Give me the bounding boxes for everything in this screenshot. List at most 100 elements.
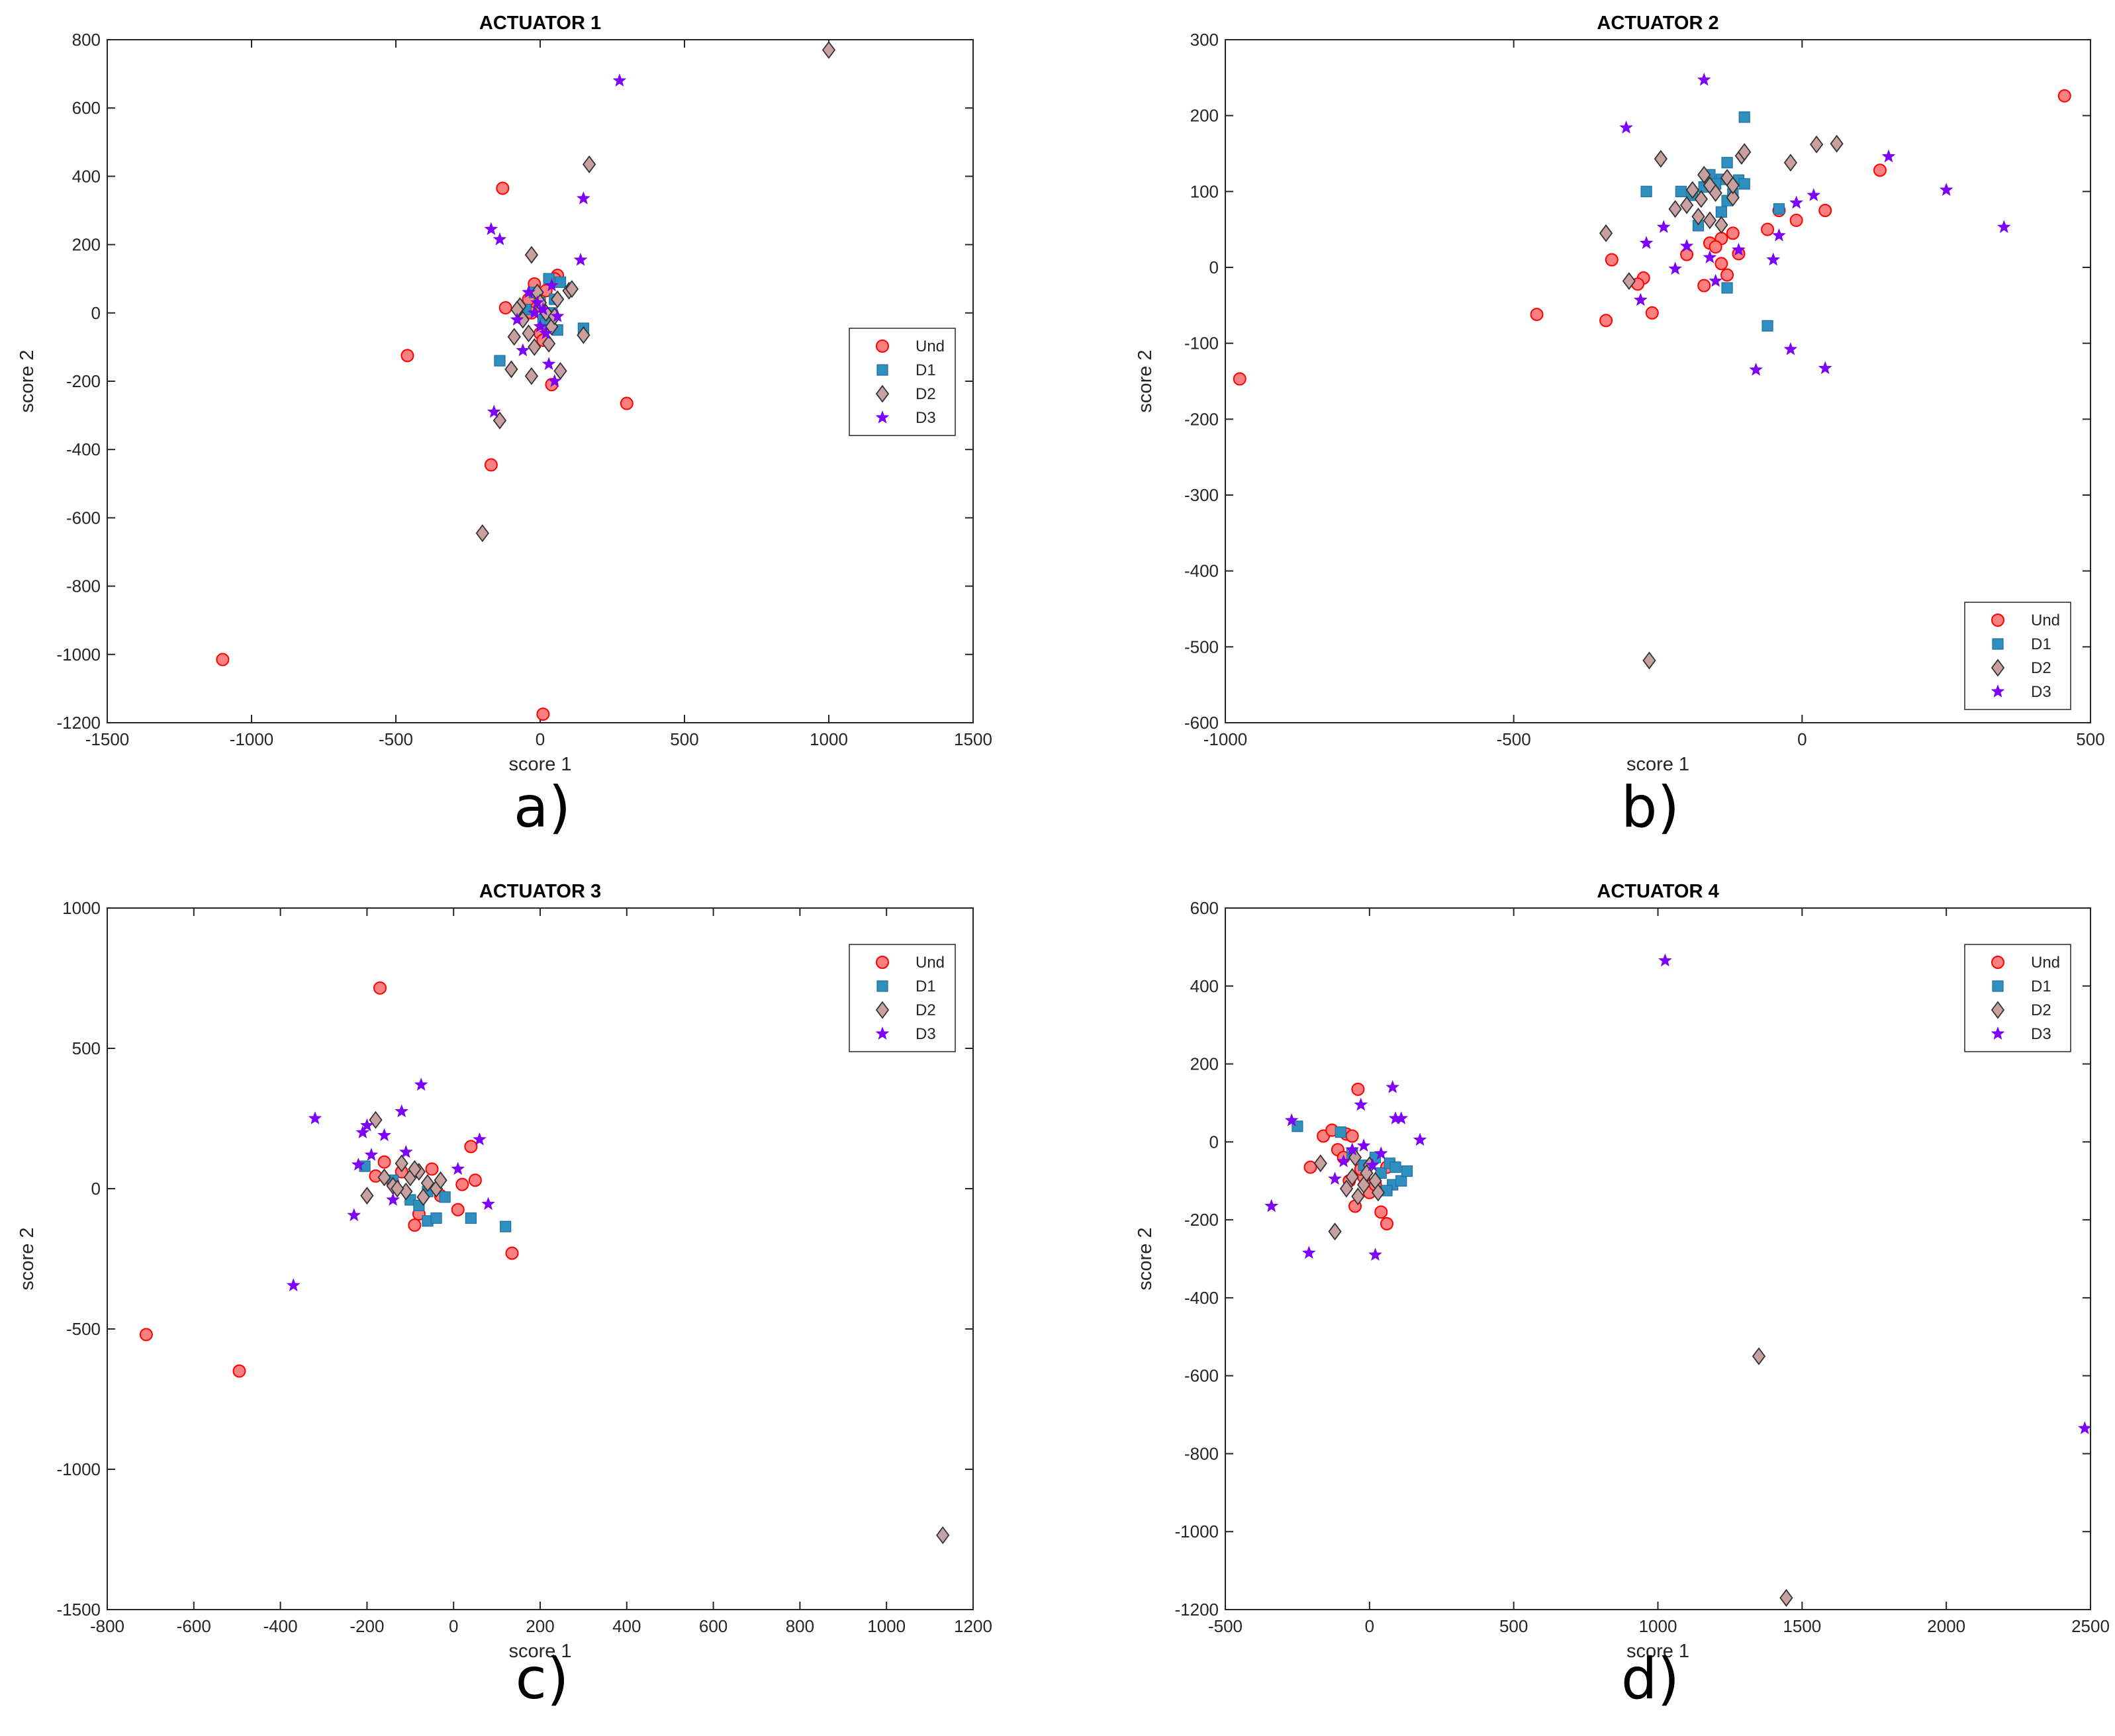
point-d2 <box>395 1154 408 1173</box>
y-axis-label: score 2 <box>17 349 38 412</box>
legend-marker-d2 <box>1991 659 2005 677</box>
legend-label-und: Und <box>916 954 945 972</box>
point-und <box>498 301 512 315</box>
panel-label-d: d) <box>1621 1646 1680 1712</box>
point-d2 <box>1345 1167 1359 1186</box>
panel-actuator-2: -1000 -500 0 500 -600 -500 -400 -300 -200 -100 0 10… <box>1058 0 2115 868</box>
plot-area <box>1225 907 2091 1610</box>
x-tick-label: 500 <box>2076 729 2104 749</box>
legend-marker-d3 <box>1991 684 2005 698</box>
point-und <box>496 181 510 195</box>
y-tick-label: 400 <box>1190 976 1219 996</box>
point-d3 <box>1772 228 1786 242</box>
legend-marker-d1 <box>1992 638 2004 650</box>
plot-area <box>1225 39 2091 723</box>
legend-box <box>849 944 956 1052</box>
y-tick-label: 0 <box>1209 1132 1219 1152</box>
y-tick-label: 0 <box>91 1179 101 1199</box>
y-tick-label: 600 <box>72 98 101 118</box>
y-tick-label: -1000 <box>57 645 101 664</box>
x-axis-label: score 1 <box>508 754 571 775</box>
point-und <box>1380 1217 1393 1230</box>
legend-label-d3: D3 <box>2031 1025 2051 1043</box>
data-points <box>216 40 836 721</box>
y-tick-label: -400 <box>1184 561 1219 581</box>
point-und <box>536 708 550 721</box>
y-tick-label: -600 <box>66 508 101 527</box>
y-tick-label: -500 <box>66 1319 101 1339</box>
point-d2 <box>369 1111 383 1129</box>
point-und <box>468 1173 482 1187</box>
point-d1 <box>1715 206 1727 218</box>
y-tick-label: 200 <box>1190 106 1219 126</box>
point-und <box>1345 1129 1359 1143</box>
x-tick-label: 200 <box>526 1616 554 1636</box>
x-tick-label: -200 <box>350 1616 384 1636</box>
legend-label-und: Und <box>916 338 945 355</box>
point-d3 <box>399 1145 413 1158</box>
point-d3 <box>377 1128 391 1142</box>
point-und <box>451 1203 465 1216</box>
y-tick-label: 500 <box>72 1038 101 1058</box>
y-tick-label: 200 <box>72 235 101 255</box>
point-d2 <box>1679 196 1694 214</box>
point-d2 <box>1313 1154 1327 1173</box>
point-und <box>1374 1205 1388 1219</box>
y-tick-label: -800 <box>1184 1443 1219 1463</box>
point-d3 <box>414 1077 428 1091</box>
point-d3 <box>533 319 547 333</box>
point-d3 <box>1413 1132 1427 1146</box>
panel-actuator-1: -1500 -1000 -500 0 500 1000 1500 -1200 -1000 -800… <box>0 0 1057 868</box>
chart-title: ACTUATOR 4 <box>1597 881 1718 902</box>
point-d3 <box>308 1111 322 1124</box>
legend-marker-d2 <box>875 1001 890 1019</box>
point-d3 <box>347 1208 361 1222</box>
x-tick-label: -1500 <box>85 729 130 749</box>
point-d1 <box>430 1212 442 1224</box>
y-axis-label: score 2 <box>1135 1227 1156 1290</box>
point-d2 <box>522 324 536 343</box>
y-tick-label: 600 <box>1190 898 1219 918</box>
point-d3 <box>1783 342 1798 355</box>
point-d3 <box>473 1132 487 1146</box>
point-und <box>1720 268 1734 282</box>
data-points <box>1233 72 2071 670</box>
point-d2 <box>1371 1183 1386 1202</box>
y-tick-label: 300 <box>1190 30 1219 50</box>
point-d3 <box>351 1158 365 1171</box>
x-tick-label: 600 <box>699 1616 728 1636</box>
point-d3 <box>1356 1138 1371 1152</box>
legend-label-d2: D2 <box>916 385 936 403</box>
point-d3 <box>286 1278 301 1292</box>
point-d3 <box>386 1193 400 1206</box>
chart-title: ACTUATOR 1 <box>479 13 601 34</box>
point-d1 <box>439 1191 451 1203</box>
point-und <box>1351 1082 1365 1096</box>
panel-label-b: b) <box>1621 774 1680 841</box>
point-und <box>464 1140 478 1154</box>
point-und <box>216 653 230 666</box>
y-tick-label: -400 <box>66 439 101 459</box>
point-d3 <box>545 278 559 292</box>
point-d1 <box>1738 111 1750 123</box>
point-und <box>2057 89 2071 103</box>
y-tick-label: -1000 <box>1175 1522 1219 1541</box>
point-d1 <box>465 1212 477 1224</box>
point-d3 <box>1703 250 1717 263</box>
point-d3 <box>2077 1421 2092 1434</box>
point-d3 <box>1749 362 1763 376</box>
point-d3 <box>573 252 588 266</box>
point-d3 <box>484 222 498 236</box>
point-und <box>408 1218 422 1232</box>
point-d3 <box>360 1118 374 1132</box>
y-tick-label: 400 <box>72 166 101 186</box>
legend-marker-d3 <box>1991 1027 2005 1040</box>
point-d3 <box>1668 261 1682 275</box>
point-d3 <box>577 191 590 205</box>
x-tick-label: 0 <box>1365 1616 1374 1636</box>
point-d1 <box>1721 157 1733 169</box>
y-tick-label: -1200 <box>57 713 101 733</box>
point-d2 <box>1738 143 1752 161</box>
point-und <box>1303 1160 1317 1174</box>
panel-label-c: c) <box>515 1646 569 1712</box>
